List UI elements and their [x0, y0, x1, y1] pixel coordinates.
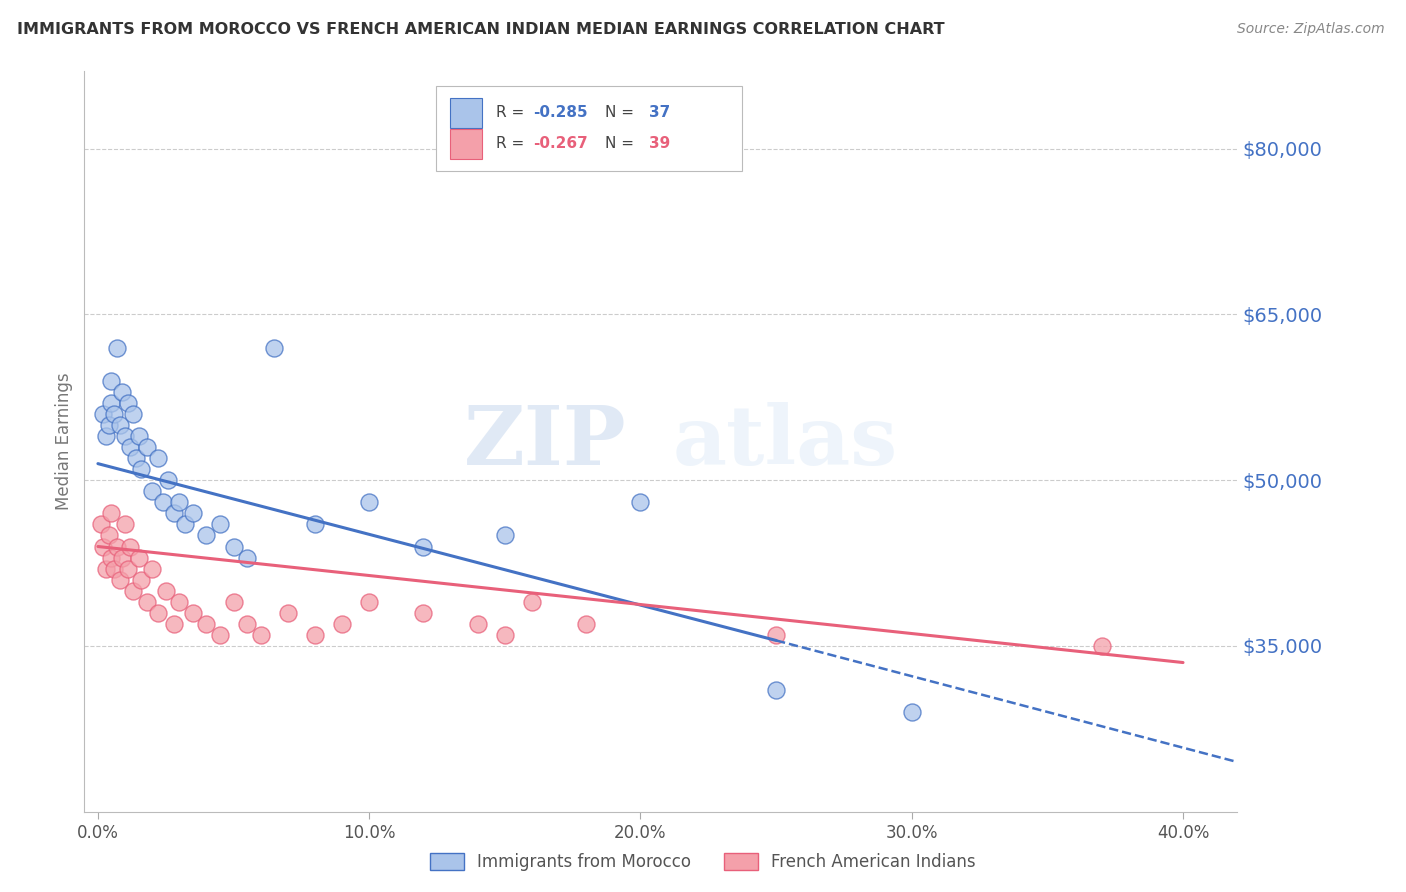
Point — [195, 528, 218, 542]
Point — [122, 407, 145, 421]
Point — [146, 606, 169, 620]
Point — [111, 384, 134, 399]
Text: 37: 37 — [650, 105, 671, 120]
Point — [146, 451, 169, 466]
Point — [93, 540, 115, 554]
FancyBboxPatch shape — [450, 98, 482, 128]
Point — [100, 374, 122, 388]
Point — [125, 451, 148, 466]
Point — [100, 396, 122, 410]
Text: N =: N = — [606, 136, 640, 152]
Point — [359, 595, 381, 609]
Point — [108, 573, 131, 587]
Point — [131, 573, 153, 587]
Point — [494, 628, 516, 642]
Point — [105, 341, 128, 355]
Point — [97, 528, 120, 542]
Point — [157, 473, 180, 487]
Point — [105, 540, 128, 554]
Point — [236, 550, 259, 565]
Point — [494, 528, 516, 542]
Point — [117, 396, 139, 410]
Point — [152, 495, 174, 509]
Point — [97, 417, 120, 432]
Point — [520, 595, 543, 609]
Point — [108, 417, 131, 432]
Point — [128, 429, 150, 443]
Point — [181, 507, 204, 521]
Point — [630, 495, 652, 509]
Point — [114, 429, 136, 443]
Point — [249, 628, 271, 642]
Point — [135, 440, 157, 454]
FancyBboxPatch shape — [436, 87, 741, 171]
Point — [222, 540, 245, 554]
Point — [412, 606, 434, 620]
Point — [359, 495, 381, 509]
FancyBboxPatch shape — [450, 129, 482, 159]
Point — [120, 440, 142, 454]
Point — [467, 616, 489, 631]
Point — [93, 407, 115, 421]
Text: R =: R = — [496, 136, 529, 152]
Point — [236, 616, 259, 631]
Text: atlas: atlas — [672, 401, 897, 482]
Point — [135, 595, 157, 609]
Point — [208, 517, 231, 532]
Point — [222, 595, 245, 609]
Point — [412, 540, 434, 554]
Point — [765, 628, 787, 642]
Point — [163, 616, 186, 631]
Point — [94, 429, 117, 443]
Point — [330, 616, 353, 631]
Text: Source: ZipAtlas.com: Source: ZipAtlas.com — [1237, 22, 1385, 37]
Point — [169, 495, 191, 509]
Text: 39: 39 — [650, 136, 671, 152]
Text: R =: R = — [496, 105, 529, 120]
Point — [117, 561, 139, 575]
Point — [163, 507, 186, 521]
Point — [900, 706, 922, 720]
Text: ZIP: ZIP — [464, 401, 626, 482]
Point — [100, 550, 122, 565]
Point — [111, 550, 134, 565]
Point — [304, 628, 326, 642]
Point — [141, 484, 163, 499]
Point — [263, 341, 285, 355]
Text: -0.285: -0.285 — [533, 105, 588, 120]
Point — [114, 517, 136, 532]
Point — [181, 606, 204, 620]
Point — [100, 507, 122, 521]
Point — [90, 517, 112, 532]
Legend: Immigrants from Morocco, French American Indians: Immigrants from Morocco, French American… — [422, 845, 984, 880]
Point — [575, 616, 598, 631]
Point — [195, 616, 218, 631]
Point — [94, 561, 117, 575]
Point — [131, 462, 153, 476]
Point — [277, 606, 299, 620]
Y-axis label: Median Earnings: Median Earnings — [55, 373, 73, 510]
Point — [141, 561, 163, 575]
Text: N =: N = — [606, 105, 640, 120]
Text: -0.267: -0.267 — [533, 136, 588, 152]
Point — [208, 628, 231, 642]
Text: IMMIGRANTS FROM MOROCCO VS FRENCH AMERICAN INDIAN MEDIAN EARNINGS CORRELATION CH: IMMIGRANTS FROM MOROCCO VS FRENCH AMERIC… — [17, 22, 945, 37]
Point — [122, 583, 145, 598]
Point — [169, 595, 191, 609]
Point — [155, 583, 177, 598]
Point — [173, 517, 195, 532]
Point — [765, 683, 787, 698]
Point — [103, 561, 125, 575]
Point — [120, 540, 142, 554]
Point — [1091, 639, 1114, 653]
Point — [128, 550, 150, 565]
Point — [103, 407, 125, 421]
Point — [304, 517, 326, 532]
